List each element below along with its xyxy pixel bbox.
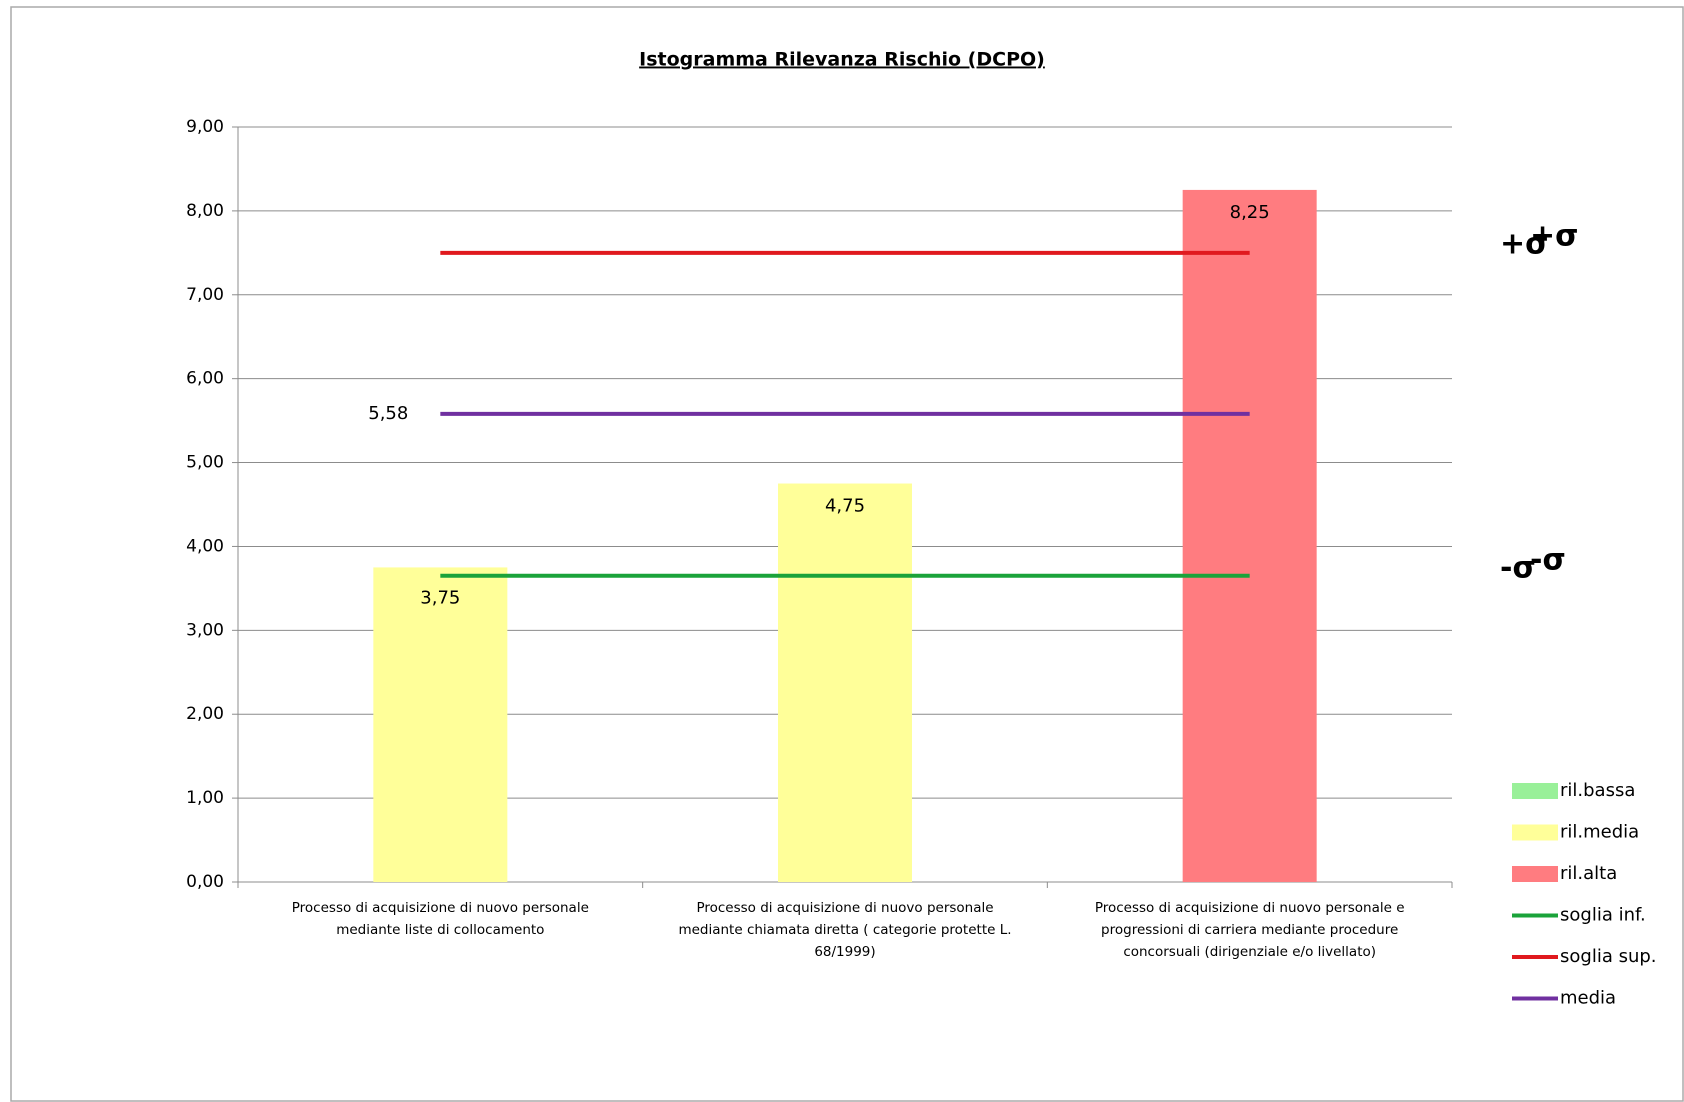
legend-label: soglia inf. (1560, 905, 1646, 926)
x-tick-label: 68/1999) (814, 944, 875, 960)
x-tick-label: Processo di acquisizione di nuovo person… (1095, 900, 1405, 916)
y-tick-label: 1,00 (186, 788, 224, 808)
legend-swatch (1512, 783, 1558, 799)
y-tick-label: 9,00 (186, 117, 224, 137)
y-tick-label: 6,00 (186, 369, 224, 389)
annotation-shadow: -σ (1530, 543, 1566, 578)
y-tick-label: 8,00 (186, 201, 224, 221)
x-tick-label: concorsuali (dirigenziale e/o livellato) (1123, 944, 1376, 960)
bar (1182, 189, 1317, 882)
legend-swatch (1512, 866, 1558, 882)
legend-label: media (1560, 988, 1616, 1009)
legend-label: soglia sup. (1560, 946, 1657, 967)
x-tick-label: mediante chiamata diretta ( categorie pr… (678, 922, 1011, 938)
annotation-shadow: +σ (1530, 219, 1579, 254)
data-label: 3,75 (420, 587, 460, 608)
y-tick-label: 4,00 (186, 536, 224, 556)
x-tick-label: Processo di acquisizione di nuovo person… (696, 900, 993, 916)
y-tick-label: 5,00 (186, 453, 224, 473)
x-tick-label: progressioni di carriera mediante proced… (1101, 922, 1398, 938)
data-label: 4,75 (825, 496, 865, 517)
bar (373, 567, 508, 882)
chart-title: Istogramma Rilevanza Rischio (DCPO) (639, 49, 1045, 71)
annotation: +σ (1500, 227, 1549, 262)
y-tick-label: 3,00 (186, 620, 224, 640)
y-tick-label: 0,00 (186, 872, 224, 892)
data-label: 5,58 (368, 403, 408, 424)
data-label: 8,25 (1230, 202, 1270, 223)
y-tick-label: 2,00 (186, 704, 224, 724)
legend-label: ril.media (1560, 822, 1639, 843)
y-tick-label: 7,00 (186, 285, 224, 305)
legend-label: ril.alta (1560, 863, 1617, 884)
x-tick-label: Processo di acquisizione di nuovo person… (292, 900, 589, 916)
bar (778, 483, 912, 882)
x-tick-label: mediante liste di collocamento (336, 922, 544, 938)
legend-swatch (1512, 824, 1558, 841)
annotation: -σ (1500, 551, 1536, 586)
legend-label: ril.bassa (1560, 780, 1635, 801)
